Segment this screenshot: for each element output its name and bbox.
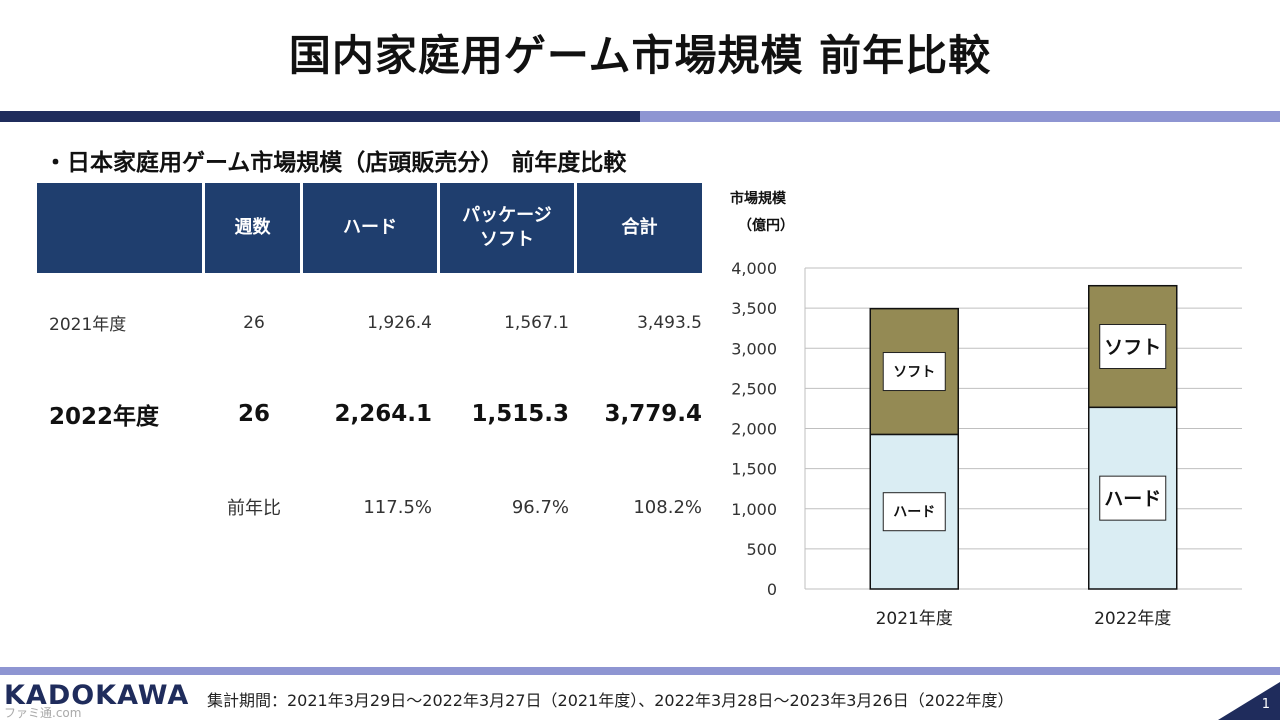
corner-triangle: [1218, 682, 1280, 720]
y-tick-label: 4,000: [731, 259, 777, 278]
title-band-dark: [0, 111, 640, 122]
row-soft: 1,567.1: [504, 312, 569, 333]
x-tick-label: 2021年度: [876, 609, 953, 629]
header-cell-soft: パッケージ ソフト: [440, 183, 577, 273]
market-size-chart: 市場規模 （億円） 0 500 1,000 1,500 2,000 2,500 3,000 3,5…: [730, 190, 1242, 629]
segment-label-box: [1099, 324, 1167, 370]
slide-title: 国内家庭用ゲーム市場規模 前年比較: [288, 31, 992, 80]
y-axis-label: （億円）: [738, 217, 794, 234]
ratio-soft: 96.7%: [511, 496, 569, 518]
footer-band: [0, 667, 1280, 675]
x-tick-label: 2022年度: [1094, 609, 1171, 629]
table-row: 2021年度 26 1,926.4 1,567.1 3,493.5: [37, 310, 702, 336]
row-hard: 2,264.1: [334, 401, 433, 427]
segment-label: ソフト: [893, 365, 935, 381]
row-label: 2022年度: [49, 404, 160, 430]
y-axis-label: 市場規模: [730, 190, 787, 207]
ratio-hard: 117.5%: [363, 496, 432, 518]
y-tick-label: 2,000: [731, 420, 777, 439]
title-band-light: [640, 111, 1280, 122]
y-tick-label: 2,500: [731, 379, 777, 398]
row-weeks: 26: [243, 312, 265, 333]
footnote: 集計期間：2021年3月29日～2022年3月27日（2021年度）、2022年…: [207, 691, 1014, 710]
page-number: 1: [1261, 697, 1270, 712]
kadokawa-logo: KADOKAWA: [4, 680, 190, 711]
segment-label-box: [1099, 475, 1167, 521]
segment-label-box: [882, 352, 946, 392]
row-total: 3,493.5: [637, 312, 702, 333]
ratio-total: 108.2%: [633, 496, 702, 518]
y-tick-label: 3,000: [731, 339, 777, 358]
header-cell-hard: ハード: [303, 183, 440, 273]
row-weeks: 26: [237, 401, 270, 427]
y-tick-label: 0: [767, 580, 777, 599]
ratio-row: 前年比 117.5% 96.7% 108.2%: [37, 494, 702, 520]
header-cell-total: 合計: [577, 183, 702, 273]
row-soft: 1,515.3: [471, 401, 570, 427]
row-total: 3,779.4: [604, 401, 703, 427]
header-cell-weeks: 週数: [205, 183, 303, 273]
segment-label: ハード: [893, 505, 935, 521]
table-row: 2022年度 26 2,264.1 1,515.3 3,779.4: [37, 397, 702, 431]
section-subtitle: ・日本家庭用ゲーム市場規模（店頭販売分） 前年度比較: [44, 150, 627, 176]
ratio-label: 前年比: [227, 498, 281, 519]
y-tick-label: 500: [746, 540, 777, 559]
y-tick-label: 3,500: [731, 299, 777, 318]
y-tick-label: 1,000: [731, 500, 777, 519]
segment-label: ソフト: [1104, 337, 1161, 359]
y-tick-label: 1,500: [731, 460, 777, 479]
table-header: 週数 ハード パッケージ ソフト 合計: [37, 183, 702, 273]
watermark: ファミ通.com: [4, 706, 82, 720]
segment-label-box: [882, 492, 946, 532]
header-cell-blank: [37, 183, 205, 273]
row-label: 2021年度: [49, 315, 127, 335]
segment-label: ハード: [1104, 488, 1161, 510]
row-hard: 1,926.4: [367, 312, 432, 333]
